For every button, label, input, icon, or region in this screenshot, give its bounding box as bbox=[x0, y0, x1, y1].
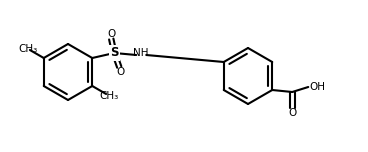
Text: NH: NH bbox=[134, 48, 149, 58]
Text: O: O bbox=[288, 108, 296, 118]
Text: CH₃: CH₃ bbox=[18, 44, 38, 54]
Text: OH: OH bbox=[309, 82, 325, 92]
Text: O: O bbox=[107, 29, 116, 39]
Text: CH₃: CH₃ bbox=[99, 90, 118, 100]
Text: S: S bbox=[110, 47, 118, 59]
Text: O: O bbox=[116, 67, 124, 77]
